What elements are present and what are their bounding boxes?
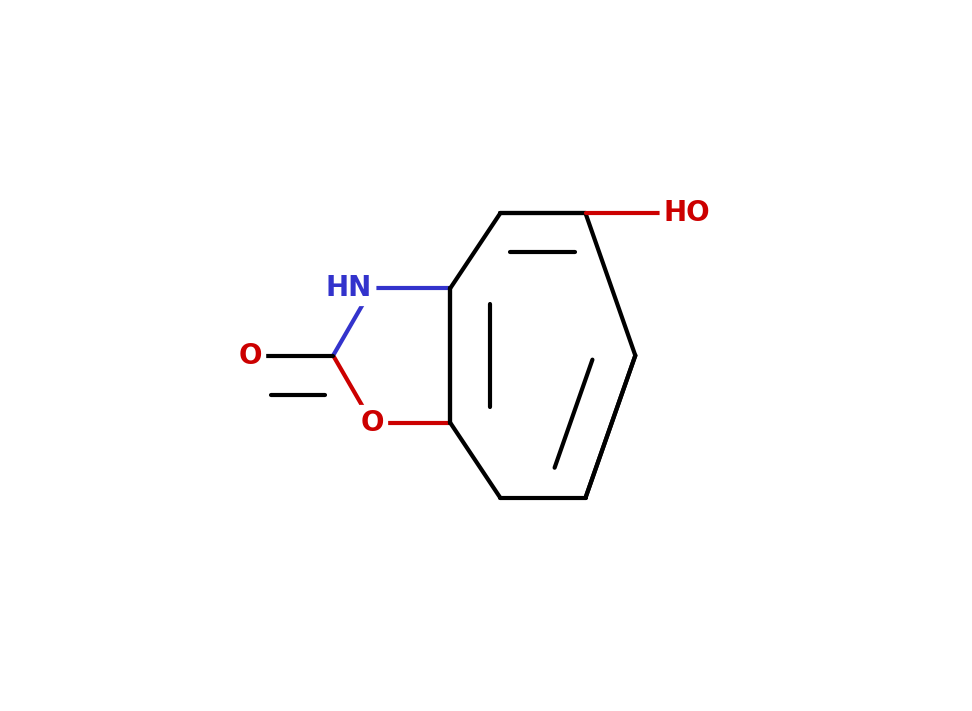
- Text: O: O: [361, 409, 384, 437]
- Text: HO: HO: [664, 199, 711, 228]
- Text: HN: HN: [326, 274, 372, 302]
- Text: O: O: [238, 341, 262, 370]
